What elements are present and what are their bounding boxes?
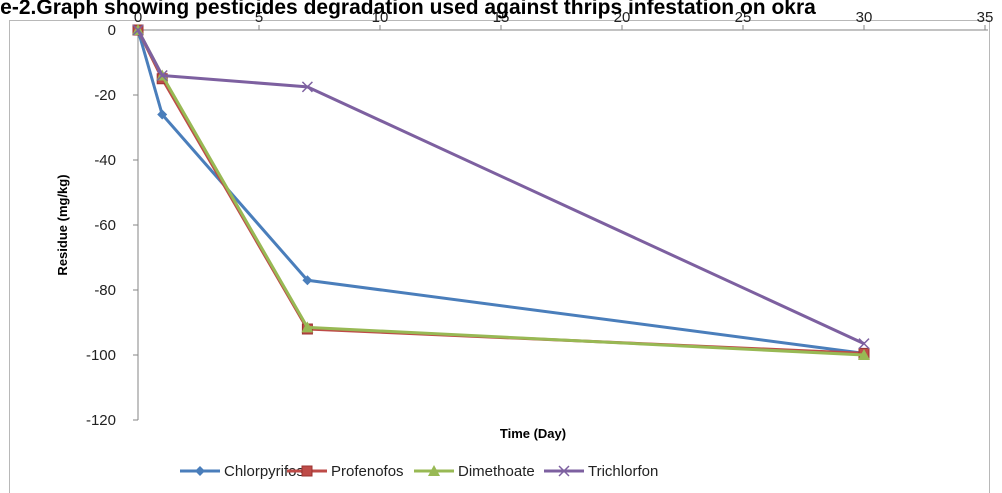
legend-item-dimethoate: Dimethoate — [414, 463, 535, 480]
data-point-chlorpyrifos — [157, 109, 168, 120]
legend: Chlorpyrifos Profenofos Dimethoate Trichlor… — [180, 463, 658, 480]
data-point-dimethoate — [301, 321, 314, 333]
x-tick-label: 15 — [493, 9, 510, 26]
y-tick-label: -100 — [86, 347, 116, 364]
legend-marker — [428, 465, 440, 476]
legend-item-chlorpyrifos: Chlorpyrifos — [180, 463, 304, 480]
chart-title: re-2.Graph showing pesticides degradatio… — [0, 0, 816, 19]
y-tick-label: -80 — [94, 282, 116, 299]
y-tick-label: -120 — [86, 412, 116, 429]
x-tick-label: 10 — [372, 9, 389, 26]
x-tick-label: 25 — [735, 9, 752, 26]
y-tick-label: -20 — [94, 87, 116, 104]
data-point-trichlorfon — [132, 24, 144, 36]
legend-item-trichlorfon: Trichlorfon — [544, 463, 658, 480]
x-tick-label: 30 — [856, 9, 873, 26]
y-tick-label: -60 — [94, 217, 116, 234]
data-point-chlorpyrifos — [302, 275, 313, 286]
x-tick-label: 35 — [977, 9, 994, 26]
legend-label: Chlorpyrifos — [224, 463, 304, 480]
legend-marker — [195, 466, 205, 476]
x-tick-label: 5 — [255, 9, 263, 26]
legend-label: Profenofos — [331, 463, 404, 480]
x-tick-label: 20 — [614, 9, 631, 26]
data-point-trichlorfon — [301, 81, 313, 93]
data-point-trichlorfon — [156, 69, 168, 82]
data-point-dimethoate — [858, 349, 870, 360]
series-line-chlorpyrifos — [136, 29, 865, 355]
legend-item-profenofos: Profenofos — [287, 463, 404, 480]
chart-border — [9, 20, 990, 493]
data-point-trichlorfon — [858, 338, 870, 350]
series-line-trichlorfon — [136, 29, 865, 345]
legend-marker — [301, 465, 313, 477]
legend-label: Dimethoate — [458, 463, 535, 480]
x-tick-label: 0 — [134, 9, 142, 26]
y-axis-label: Residue (mg/kg) — [55, 174, 70, 275]
y-tick-label: -40 — [94, 152, 116, 169]
legend-label: Trichlorfon — [588, 463, 658, 480]
x-axis-label: Time (Day) — [500, 426, 566, 441]
y-tick-label: 0 — [108, 22, 116, 39]
legend-marker — [558, 465, 570, 477]
